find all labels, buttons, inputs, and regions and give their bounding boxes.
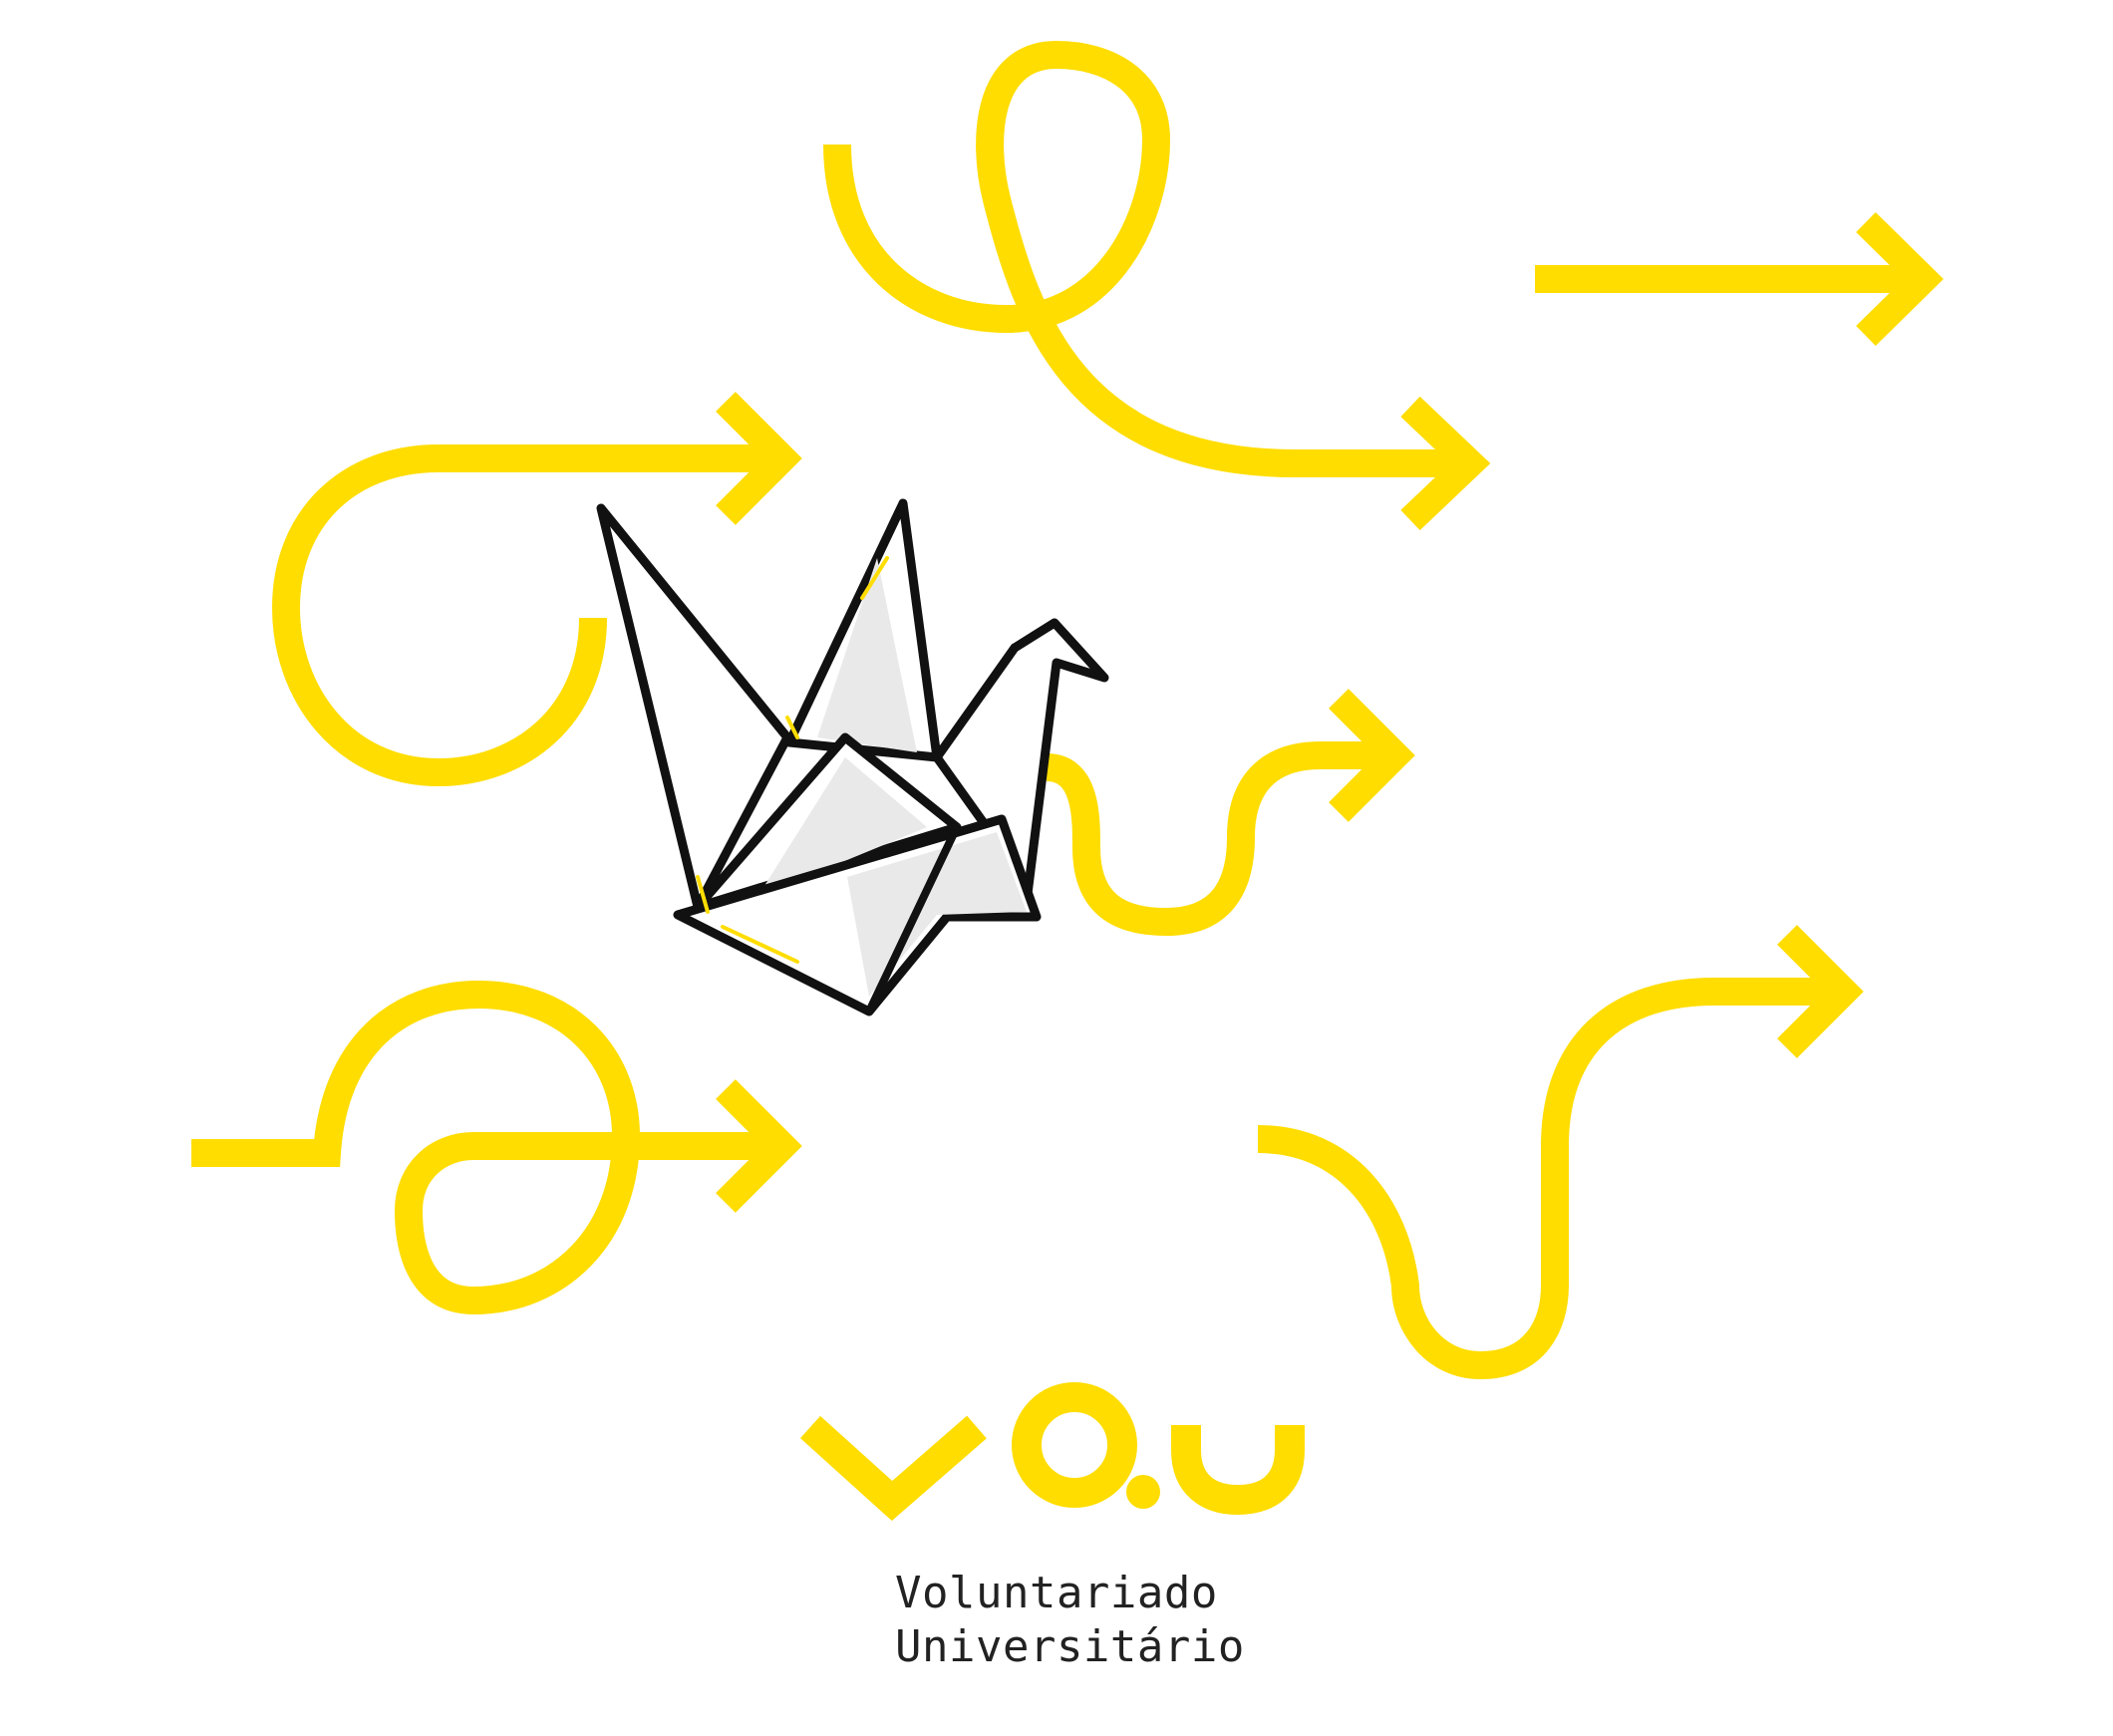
s-curve-arrow-icon <box>1257 925 1864 1380</box>
loop-arrow-bottom-icon <box>191 980 802 1315</box>
subtitle-line-universitario: Universitário <box>895 1621 1245 1672</box>
origami-crane-icon <box>596 498 1109 1016</box>
loop-arrow-top-icon <box>823 40 1491 531</box>
vou-logo-icon <box>799 1382 1305 1522</box>
straight-arrow-icon <box>1535 212 1944 346</box>
wave-arrow-icon <box>1045 689 1415 937</box>
curl-arrow-icon <box>271 392 802 787</box>
subtitle-line-voluntariado: Voluntariado <box>895 1568 1218 1618</box>
logo-subtitle: Voluntariado Universitário <box>895 1567 1354 1674</box>
